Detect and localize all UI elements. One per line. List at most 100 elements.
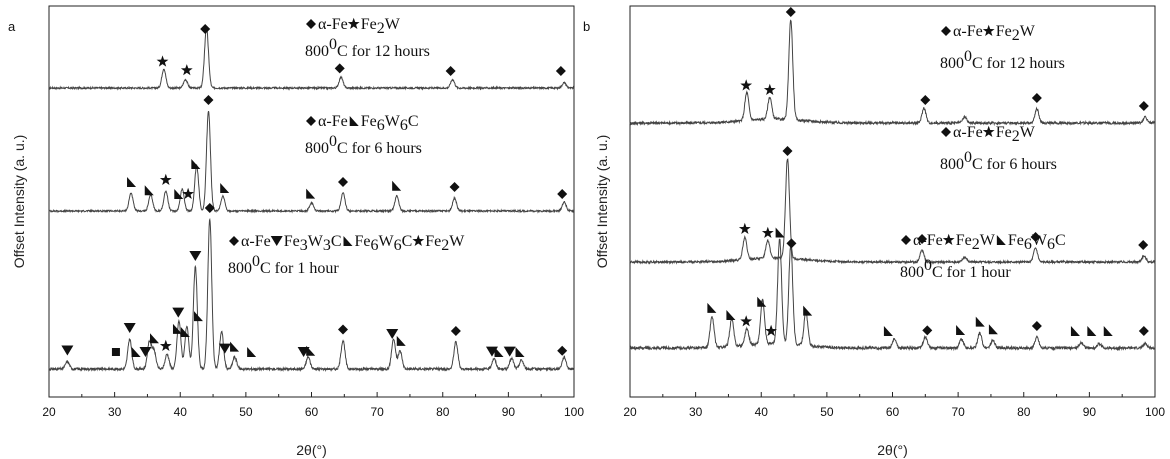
peak-marker-diamond [1138,326,1149,336]
peak-marker-star [763,83,776,95]
legend-line-symbol-0 [941,26,951,36]
peak-marker-diamond [338,177,348,187]
legend-line-text-5: 6 [1024,236,1032,253]
peak-marker-diamond [1031,93,1042,103]
legend-line-text-2: 6 [377,117,385,134]
legend-line-text-2: 2 [377,20,385,37]
peak-marker-tri [306,188,316,199]
peak-marker-tri [988,324,998,335]
legend-line-text-1: Fe [284,233,300,250]
legend-line-symbol-1 [349,116,359,126]
legend-line-symbol-0 [941,127,951,137]
peak-marker-tri [191,158,201,169]
peak-marker-diamond [557,189,568,199]
peak-marker-diamond [786,238,797,249]
peak-marker-tri [131,347,141,357]
y-axis-label: Offset Intensity (a. u.) [11,135,27,269]
legend-line-text-0: 800 [900,264,924,281]
legend-line-symbol-0 [306,116,316,126]
x-tick-label: 20 [42,405,56,419]
y-axis-label: Offset Intensity (a. u.) [594,135,610,269]
legend-line-text-5: C [408,113,419,130]
legend-line-text-8: W [379,233,395,250]
legend-line-text-0: 800 [228,260,252,277]
x-tick-label: 50 [820,405,834,419]
x-tick-label: 100 [564,405,584,419]
legend-line-symbol-11 [412,234,425,246]
peak-marker-tri [1103,326,1113,336]
peak-marker-star [156,55,169,67]
peak-marker-diamond [922,325,933,336]
peak-marker-diamond [782,146,793,156]
x-tick-label: 20 [623,405,637,419]
peak-marker-diamond [920,94,931,105]
peak-marker-diamond [450,326,461,336]
x-tick-label: 30 [108,405,122,419]
legend-line-text-0: α-Fe [953,124,983,141]
pattern-line-2 [48,110,575,214]
peak-marker-diamond [557,345,568,356]
pattern-line-2 [629,158,1156,265]
x-tick-label: 80 [1017,405,1031,419]
x-axis-label: 2θ(°) [877,442,908,458]
legend-line-text-4: 3 [323,237,331,254]
legend-line-text-2: C for 12 hours [337,43,430,60]
peak-marker-tri [775,227,785,238]
pattern-line-1 [629,19,1156,127]
peak-marker-diamond [1138,240,1149,250]
peak-marker-diamond [204,203,215,213]
peak-marker-diamond [338,324,348,335]
legend-line-text-9: 6 [394,237,402,254]
legend-line-text-1: 0 [964,149,972,166]
legend-line-text-3: W [385,16,401,33]
peak-marker-tridown [172,307,185,318]
x-tick-label: 80 [436,405,450,419]
peak-marker-diamond [445,66,456,76]
peak-marker-star [765,324,777,336]
peak-marker-tri [150,333,159,344]
legend-line-symbol-1 [942,233,955,245]
legend-line-text-2: 3 [300,237,308,254]
peak-marker-tri [174,189,184,199]
legend-line-text-1: Fe [361,113,377,130]
peak-marker-tri [975,316,985,327]
x-tick-label: 70 [951,405,965,419]
peak-marker-tridown [61,345,74,356]
legend-line-text-3: W [308,233,324,250]
legend-line-text-3: W [385,113,401,130]
peak-marker-tri [883,326,893,336]
peak-marker-tri [803,305,813,316]
x-tick-label: 60 [305,405,319,419]
peak-marker-tri [193,311,203,322]
peak-marker-tri [180,326,190,337]
legend-line-text-1: 0 [964,48,972,65]
legend-line-text-2: C for 12 hours [972,55,1065,72]
peak-marker-diamond [1138,101,1149,111]
legend-line-text-12: 2 [441,237,449,254]
legend-line-text-4: Fe [1008,232,1024,249]
panel-label: b [583,19,590,34]
x-tick-label: 90 [502,405,516,419]
peak-marker-star [740,315,753,327]
peak-marker-star [740,79,753,91]
peak-marker-diamond [1030,232,1041,242]
x-tick-label: 90 [1083,405,1097,419]
legend-line-text-2: 2 [1012,128,1020,145]
plot-frame [48,5,575,398]
legend-line-text-3: W [1020,23,1036,40]
legend-line-text-3: W [980,232,996,249]
peak-marker-star [738,222,751,234]
legend-line-text-1: Fe [361,16,377,33]
peak-marker-diamond [1031,321,1042,331]
legend-line-text-6: W [1032,232,1048,249]
peak-marker-tridown [386,328,399,339]
legend-line-text-2: C for 6 hours [337,140,422,157]
peak-marker-tri [172,323,182,334]
legend-line-text-1: Fe [996,23,1012,40]
peak-marker-tri [220,182,230,193]
pattern-line-3 [48,217,575,373]
legend-line-text-0: α-Fe [953,23,983,40]
